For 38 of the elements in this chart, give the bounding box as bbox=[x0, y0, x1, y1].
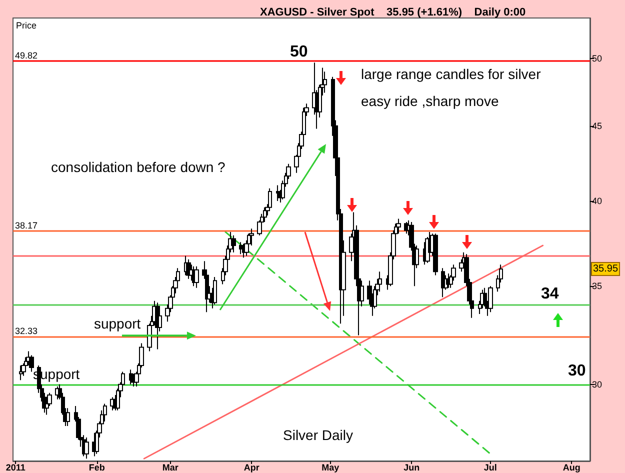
candlestick bbox=[213, 276, 217, 306]
ref-line-label: 49.82 bbox=[15, 50, 38, 61]
y-tick-label: 35 bbox=[592, 281, 602, 292]
annotation: support bbox=[94, 316, 141, 332]
candlestick bbox=[441, 268, 445, 298]
annotation: 50 bbox=[290, 44, 308, 61]
x-tick-label: Feb bbox=[88, 462, 106, 472]
candlestick bbox=[66, 408, 70, 427]
y-tick-label: 30 bbox=[592, 379, 602, 390]
candlestick bbox=[19, 364, 23, 381]
y-tick-label: 45 bbox=[592, 120, 602, 131]
x-tick-label: Jul bbox=[484, 462, 497, 472]
ref-line-label: 38.17 bbox=[15, 220, 38, 230]
candlestick bbox=[194, 266, 199, 288]
candlestick bbox=[433, 233, 438, 276]
chart-title: XAGUSD - Silver Spot 35.95 (+1.61%) Daily 0:00 bbox=[260, 6, 526, 18]
y-axis-title: Price bbox=[16, 20, 37, 30]
x-tick-label: Apr bbox=[244, 462, 260, 472]
candlestick bbox=[323, 71, 327, 94]
x-tick-label: Mar bbox=[162, 462, 179, 472]
x-tick-label: Jun bbox=[404, 462, 420, 472]
candlestick bbox=[249, 228, 254, 246]
x-tick-label: May bbox=[322, 462, 340, 472]
annotation: easy ride ,sharp move bbox=[361, 93, 499, 109]
annotation: large range candles for silver bbox=[361, 66, 542, 82]
candlestick bbox=[263, 206, 267, 223]
annotation: Silver Daily bbox=[283, 427, 354, 443]
x-tick-label: Aug bbox=[562, 462, 580, 472]
y-tick-label: 40 bbox=[592, 196, 602, 206]
ref-line-label: 32.33 bbox=[15, 326, 38, 336]
annotation: 34 bbox=[541, 286, 559, 302]
candlestick bbox=[378, 271, 382, 292]
annotation: 35.95 bbox=[593, 264, 618, 275]
candlestick bbox=[231, 234, 236, 253]
y-tick-label: 50 bbox=[592, 54, 602, 64]
annotation: 30 bbox=[568, 362, 586, 380]
x-tick-label: 2011 bbox=[6, 462, 26, 472]
annotation: consolidation before down ? bbox=[51, 159, 226, 175]
